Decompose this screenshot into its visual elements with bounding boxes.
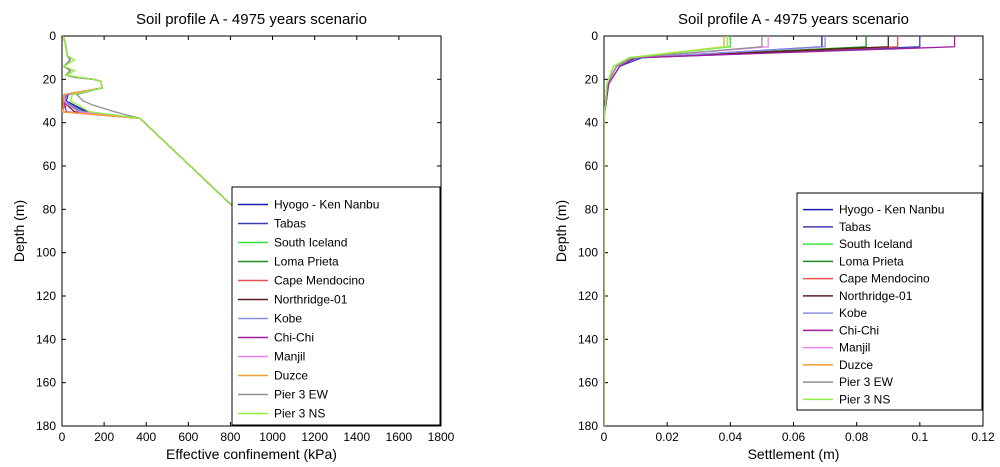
- legend-label: Kobe: [274, 312, 302, 326]
- legend-label: South Iceland: [839, 237, 912, 251]
- y-tick-label: 80: [585, 202, 599, 216]
- legend-label: Hyogo - Ken Nanbu: [839, 203, 944, 217]
- x-tick-label: 200: [94, 430, 114, 444]
- x-tick-label: 0.02: [655, 430, 679, 444]
- y-axis-label: Depth (m): [553, 200, 569, 262]
- x-tick-label: 1400: [343, 430, 370, 444]
- y-tick-label: 20: [585, 72, 599, 86]
- chart-panel-2: Soil profile A - 4975 years scenario 0 0.0…: [553, 11, 995, 462]
- x-tick-label: 0.1: [911, 430, 928, 444]
- x-axis-label: Settlement (m): [748, 446, 840, 462]
- legend-box: [231, 186, 441, 426]
- legend-label: Hyogo - Ken Nanbu: [274, 198, 379, 212]
- legend: Hyogo - Ken Nanbu Tabas South Iceland Loma …: [796, 192, 983, 411]
- legend-label: Cape Mendocino: [274, 274, 365, 288]
- x-tick-label: 0: [59, 430, 66, 444]
- y-tick-label: 80: [43, 202, 57, 216]
- x-tick-label: 1200: [301, 430, 328, 444]
- x-tick-label: 0.06: [782, 430, 806, 444]
- legend-label: Loma Prieta: [839, 254, 904, 268]
- x-tick-label: 0: [601, 430, 608, 444]
- legend-label: Chi-Chi: [839, 323, 879, 337]
- y-tick-label: 40: [585, 116, 599, 130]
- chart-title: Soil profile A - 4975 years scenario: [136, 11, 367, 28]
- legend-label: Cape Mendocino: [839, 272, 930, 286]
- chart-title: Soil profile A - 4975 years scenario: [678, 11, 909, 28]
- y-tick-label: 140: [578, 332, 598, 346]
- series-line-8: [604, 36, 956, 426]
- x-axis-label: Effective confinement (kPa): [166, 446, 337, 462]
- y-tick-label: 160: [36, 376, 56, 390]
- x-tick-label: 800: [220, 430, 240, 444]
- series-line-12: [604, 36, 728, 426]
- x-tick-label: 0.08: [845, 430, 869, 444]
- y-tick-label: 100: [36, 246, 56, 260]
- x-tick-label: 0.12: [971, 430, 995, 444]
- y-tick-label: 0: [591, 29, 598, 43]
- legend-label: Manjil: [839, 341, 870, 355]
- y-tick-label: 20: [43, 72, 57, 86]
- legend-label: Manjil: [274, 350, 305, 364]
- x-tick-label: 1600: [386, 430, 413, 444]
- legend-label: Pier 3 EW: [839, 375, 894, 389]
- series-line-11: [604, 36, 763, 426]
- x-tick-label: 400: [136, 430, 156, 444]
- legend-label: Duzce: [839, 358, 873, 372]
- x-tick-label: 0.04: [719, 430, 743, 444]
- y-tick-label: 100: [578, 246, 598, 260]
- legend-label: Duzce: [274, 369, 308, 383]
- x-tick-label: 1000: [259, 430, 286, 444]
- y-tick-label: 40: [43, 116, 57, 130]
- legend-label: Northridge-01: [839, 289, 913, 303]
- series-line-12: [62, 36, 274, 245]
- legend-label: Tabas: [839, 220, 871, 234]
- y-tick-label: 160: [578, 376, 598, 390]
- legend-label: Chi-Chi: [274, 331, 314, 345]
- y-tick-label: 60: [43, 159, 57, 173]
- legend-label: Pier 3 NS: [839, 392, 890, 406]
- legend: Hyogo - Ken Nanbu Tabas South Iceland Loma …: [231, 186, 441, 426]
- x-tick-label: 600: [178, 430, 198, 444]
- x-tick-label: 1800: [428, 430, 455, 444]
- y-tick-label: 180: [578, 419, 598, 433]
- y-tick-label: 120: [36, 289, 56, 303]
- y-tick-label: 120: [578, 289, 598, 303]
- series-group: [604, 36, 956, 426]
- y-axis-label: Depth (m): [11, 200, 27, 262]
- legend-label: Pier 3 EW: [274, 388, 329, 402]
- y-tick-label: 140: [36, 332, 56, 346]
- legend-box: [796, 192, 983, 411]
- series-group: [62, 36, 274, 245]
- legend-label: Pier 3 NS: [274, 407, 325, 421]
- y-tick-label: 180: [36, 419, 56, 433]
- legend-label: South Iceland: [274, 236, 347, 250]
- legend-label: Kobe: [839, 306, 867, 320]
- legend-label: Loma Prieta: [274, 255, 339, 269]
- legend-label: Northridge-01: [274, 293, 348, 307]
- y-tick-label: 0: [49, 29, 56, 43]
- y-tick-label: 60: [585, 159, 599, 173]
- legend-label: Tabas: [274, 217, 306, 231]
